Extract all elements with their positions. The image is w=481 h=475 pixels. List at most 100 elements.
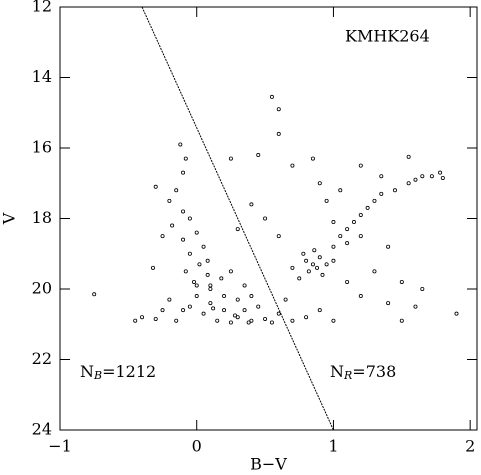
star xyxy=(331,220,336,225)
star xyxy=(222,294,227,299)
y-tick-label: 22 xyxy=(32,349,52,368)
y-tick-label: 20 xyxy=(32,279,52,298)
star xyxy=(345,227,350,232)
star xyxy=(263,316,268,321)
star xyxy=(174,188,179,193)
star xyxy=(133,318,138,323)
star xyxy=(429,174,434,179)
star xyxy=(153,184,158,189)
star xyxy=(454,311,459,316)
annotation-rest: =1212 xyxy=(102,362,156,381)
star xyxy=(181,237,186,242)
star xyxy=(386,244,391,249)
star xyxy=(306,269,311,274)
annotation-sub: R xyxy=(343,369,352,382)
star xyxy=(263,216,268,221)
star xyxy=(338,234,343,239)
y-tick-label: 12 xyxy=(32,0,52,16)
star xyxy=(420,286,425,291)
star xyxy=(242,308,247,313)
separator-line xyxy=(141,6,334,431)
annotation-sub: B xyxy=(93,369,102,382)
star xyxy=(191,279,196,284)
star xyxy=(290,265,295,270)
star xyxy=(228,156,233,161)
y-axis-label: V xyxy=(0,212,19,225)
star xyxy=(201,311,206,316)
star xyxy=(290,163,295,168)
star xyxy=(205,272,210,277)
star xyxy=(351,220,356,225)
star xyxy=(276,234,281,239)
star xyxy=(310,156,315,161)
star xyxy=(392,188,397,193)
star xyxy=(290,318,295,323)
star xyxy=(201,244,206,249)
star xyxy=(246,320,251,325)
star xyxy=(208,286,213,291)
star xyxy=(208,283,213,288)
star xyxy=(283,297,288,302)
star xyxy=(181,209,186,214)
y-tick-label: 16 xyxy=(32,138,52,157)
star xyxy=(194,294,199,299)
star xyxy=(228,269,233,274)
star xyxy=(242,283,247,288)
annotation-main: N xyxy=(80,362,94,381)
star xyxy=(406,154,411,159)
star xyxy=(297,276,302,281)
star xyxy=(312,248,317,253)
star xyxy=(170,223,175,228)
star xyxy=(386,301,391,306)
star xyxy=(317,255,322,260)
x-tick-label: 0 xyxy=(192,437,202,456)
star xyxy=(178,142,183,147)
annotation: NB=1212 xyxy=(80,362,156,383)
star xyxy=(228,320,233,325)
star xyxy=(183,156,188,161)
star xyxy=(413,177,418,182)
star xyxy=(324,198,329,203)
star xyxy=(317,308,322,313)
star xyxy=(358,212,363,217)
star xyxy=(211,306,216,311)
star xyxy=(358,294,363,299)
star xyxy=(317,181,322,186)
star xyxy=(197,262,202,267)
star xyxy=(187,251,192,256)
star xyxy=(320,272,325,277)
star xyxy=(194,283,199,288)
star xyxy=(365,205,370,210)
star xyxy=(205,258,210,263)
star xyxy=(160,234,165,239)
star xyxy=(249,318,254,323)
x-tick-label: 2 xyxy=(465,437,475,456)
star xyxy=(276,131,281,136)
x-tick-label: 1 xyxy=(328,437,338,456)
star xyxy=(440,175,445,180)
star xyxy=(276,107,281,112)
star xyxy=(174,318,179,323)
star xyxy=(167,297,172,302)
annotation-main: N xyxy=(330,362,344,381)
star xyxy=(181,308,186,313)
star xyxy=(219,276,224,281)
star xyxy=(379,191,384,196)
star xyxy=(413,304,418,309)
star xyxy=(233,313,238,318)
star xyxy=(150,265,155,270)
star xyxy=(276,311,281,316)
star xyxy=(301,251,306,256)
star xyxy=(235,227,240,232)
star xyxy=(406,181,411,186)
star xyxy=(358,234,363,239)
star xyxy=(372,198,377,203)
star xyxy=(372,269,377,274)
star xyxy=(338,188,343,193)
star xyxy=(92,292,97,297)
star xyxy=(438,170,443,175)
star xyxy=(315,265,320,270)
star xyxy=(160,308,165,313)
star xyxy=(194,230,199,235)
annotation: NR=738 xyxy=(330,362,396,383)
